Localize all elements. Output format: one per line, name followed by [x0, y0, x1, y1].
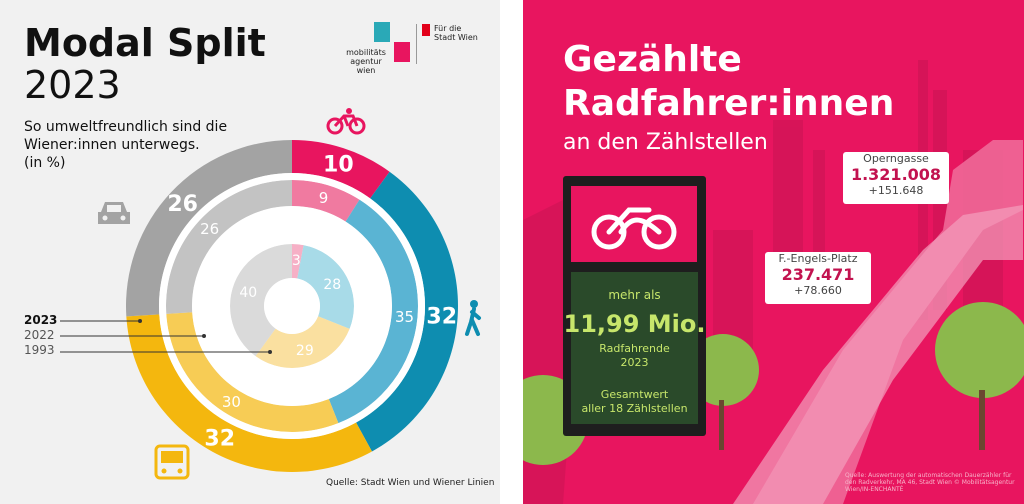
logo-text: Für die	[434, 24, 462, 33]
segment-1993-transit	[255, 316, 350, 368]
car-icon	[98, 202, 130, 224]
counter-total: Gesamtwert aller 18 Zählstellen	[563, 388, 706, 416]
ring-gap	[192, 206, 392, 406]
label-2023-car: 26	[167, 192, 198, 217]
counter-prefix: mehr als	[608, 288, 661, 302]
bicycle-icon	[326, 108, 366, 135]
vienna-flag-icon	[422, 24, 430, 36]
chart-year: 2023	[24, 63, 121, 107]
segment-2022-walk	[328, 199, 419, 424]
tag-delta: +78.660	[794, 284, 842, 297]
label-1993-transit: 29	[296, 343, 314, 359]
modal-split-panel: Modal Split 2023 So umweltfreundlich sin…	[0, 0, 500, 504]
counter-screen	[571, 186, 697, 262]
title-line: Gezählte	[563, 39, 742, 80]
segment-1993-walk	[297, 245, 355, 329]
agency-logo-text: mobilitäts agentur wien	[338, 48, 394, 75]
legend: 2023 2022 1993	[24, 313, 57, 358]
panel-title: Gezählte Radfahrer:innen	[563, 38, 894, 126]
segment-2022-bike	[292, 180, 360, 222]
counter-value: 11,99 Mio.	[563, 310, 706, 338]
logo-text: agentur	[350, 57, 382, 66]
tag-engels-platz: F.-Engels-Platz 237.471 +78.660	[765, 252, 871, 304]
label-2023-walk: 32	[426, 304, 457, 329]
panel-subtitle: an den Zählstellen	[563, 130, 768, 155]
pedestrian-icon	[465, 300, 481, 336]
legend-1993: 1993	[24, 343, 55, 357]
label-2022-walk: 35	[395, 308, 414, 326]
chart-title: Modal Split	[24, 21, 266, 65]
segment-1993-bike	[292, 244, 304, 279]
tag-value: 237.471	[781, 265, 855, 284]
counter-label: Radfahrende 2023	[563, 342, 706, 370]
logo-mark	[374, 22, 390, 42]
segment-1993-car	[230, 243, 292, 357]
tag-value: 1.321.008	[850, 165, 942, 184]
logo-text: mobilitäts	[346, 48, 386, 57]
logo-text: wien	[356, 66, 376, 75]
counter-label-line: Radfahrende	[599, 342, 670, 355]
source-credit: Quelle: Auswertung der automatischen Dau…	[845, 472, 1015, 493]
logo-text: Stadt Wien	[434, 33, 478, 42]
counter-total-line: Gesamtwert	[600, 388, 669, 401]
label-2023-transit: 32	[204, 426, 235, 451]
title-line: Radfahrer:innen	[563, 83, 895, 124]
chart-center	[264, 278, 320, 334]
tag-label: F.-Engels-Platz	[778, 252, 858, 265]
label-2022-bike: 9	[319, 189, 329, 207]
subtitle-line: Wiener:innen unterwegs.	[24, 137, 200, 153]
logo: mobilitäts agentur wien Für die Stadt Wi…	[338, 22, 478, 75]
segment-2023-bike	[292, 140, 390, 199]
label-1993-bike: 3	[292, 253, 301, 269]
counter-label-line: 2023	[620, 356, 649, 369]
label-1993-car: 40	[239, 285, 257, 301]
segment-2023-walk	[356, 171, 458, 452]
segment-2022-car	[166, 180, 292, 314]
source-note: Quelle: Stadt Wien und Wiener Linien	[326, 478, 495, 488]
tag-delta: +151.648	[868, 184, 924, 197]
label-2022-transit: 30	[222, 393, 241, 411]
subtitle-line: (in %)	[24, 155, 66, 171]
bicycle-icon	[591, 207, 677, 250]
legend-2022: 2022	[24, 328, 55, 342]
counter-total-line: aller 18 Zählstellen	[581, 402, 688, 415]
legend-2023: 2023	[24, 313, 58, 327]
ring-gap	[159, 173, 425, 439]
segment-2022-transit	[166, 312, 339, 432]
bus-icon	[154, 444, 190, 480]
city-logo-text: Für die Stadt Wien	[434, 24, 478, 42]
logo-divider	[416, 24, 417, 64]
bike-counter-display: mehr als 11,99 Mio. Radfahrende 2023 Ges…	[563, 176, 706, 436]
bike-count-panel: Gezählte Radfahrer:innen an den Zählstel…	[523, 0, 1024, 504]
legend-leader-dot	[202, 334, 206, 338]
label-2022-car: 26	[200, 220, 219, 238]
segment-2023-car	[125, 140, 292, 317]
label-1993-walk: 28	[323, 277, 341, 293]
tag-label: Operngasse	[863, 152, 929, 165]
legend-leader-dot	[268, 350, 272, 354]
label-2023-bike: 10	[323, 152, 354, 177]
subtitle-line: So umweltfreundlich sind die	[24, 119, 228, 135]
counter-panel	[571, 272, 698, 424]
chart-subtitle: So umweltfreundlich sind die Wiener:inne…	[24, 118, 244, 172]
modal-split-chart: 10 32 32 26 9 35 30 26 3 28 29 40	[60, 108, 481, 480]
segment-2023-transit	[126, 314, 372, 472]
legend-leader-dot	[138, 319, 142, 323]
logo-mark	[394, 42, 410, 62]
tag-operngasse: Operngasse 1.321.008 +151.648	[843, 152, 949, 204]
